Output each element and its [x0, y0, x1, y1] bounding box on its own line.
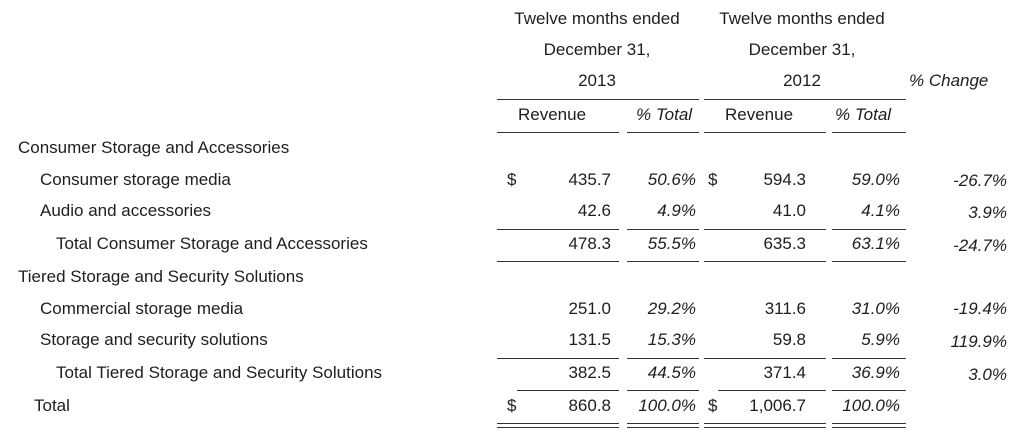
pct-change: -24.7% — [953, 236, 1007, 255]
pct-total-2013: 55.5% — [647, 234, 696, 253]
pct-total-2013: 29.2% — [647, 299, 696, 318]
double-underline — [704, 423, 826, 428]
revenue-2012: 635.3 — [763, 234, 806, 253]
grand-total-rule — [517, 390, 619, 391]
row-label: Tiered Storage and Security Solutions — [18, 267, 304, 286]
subtotal-rule — [704, 229, 826, 230]
header-underline-rev-2012 — [704, 132, 826, 133]
period-2013-year: 2013 — [578, 71, 616, 90]
pct-change: 119.9% — [950, 332, 1007, 351]
pct-total-header-2013: % Total — [636, 105, 693, 124]
header-underline-pct-2013 — [627, 132, 699, 133]
currency-symbol-2013: $ — [507, 396, 517, 415]
double-underline — [627, 423, 699, 428]
pct-total-2012: 59.0% — [851, 170, 900, 189]
revenue-2012: 41.0 — [772, 201, 806, 220]
double-underline — [832, 423, 906, 428]
subtotal-rule — [497, 358, 619, 359]
currency-symbol-2013: $ — [507, 170, 517, 189]
revenue-2013: 435.7 — [568, 170, 611, 189]
pct-change-header: % Change — [909, 71, 989, 90]
grand-total-rule — [718, 390, 826, 391]
period-2012-line2: December 31, — [748, 40, 856, 59]
total-rule — [497, 261, 619, 262]
revenue-2013: 382.5 — [568, 363, 611, 382]
pct-total-2012: 36.9% — [851, 363, 900, 382]
row-label: Consumer storage media — [40, 170, 231, 189]
row-label: Total Consumer Storage and Accessories — [56, 234, 368, 253]
pct-total-2013: 44.5% — [647, 363, 696, 382]
grand-total-rule — [627, 390, 699, 391]
header-underline-pct-2012 — [832, 132, 906, 133]
period-2013-line1: Twelve months ended — [514, 9, 680, 28]
pct-total-header-2012: % Total — [835, 105, 892, 124]
revenue-2012: 1,006.7 — [749, 396, 806, 415]
revenue-2012: 371.4 — [763, 363, 806, 382]
revenue-2013: 478.3 — [568, 234, 611, 253]
pct-total-2013: 15.3% — [647, 330, 696, 349]
pct-total-2012: 4.1% — [861, 201, 900, 220]
header-rule-2012 — [704, 99, 906, 100]
double-underline — [497, 423, 619, 428]
currency-symbol-2012: $ — [708, 396, 718, 415]
pct-change: -26.7% — [953, 171, 1007, 190]
row-label: Audio and accessories — [40, 201, 212, 220]
pct-total-2013: 4.9% — [657, 201, 696, 220]
revenue-2012: 311.6 — [764, 299, 806, 318]
subtotal-rule — [704, 358, 826, 359]
row-label: Consumer Storage and Accessories — [18, 138, 290, 157]
revenue-2013: 251.0 — [568, 299, 611, 318]
header-rule-2013 — [497, 99, 699, 100]
total-rule — [704, 261, 826, 262]
revenue-header-2012: Revenue — [724, 105, 794, 124]
period-2013-line2: December 31, — [543, 40, 651, 59]
period-2012-year: 2012 — [783, 71, 821, 90]
pct-total-2012: 100.0% — [842, 396, 900, 415]
subtotal-rule — [832, 358, 906, 359]
revenue-header-2013: Revenue — [517, 105, 587, 124]
revenue-2013: 42.6 — [577, 201, 611, 220]
subtotal-rule — [497, 229, 619, 230]
pct-total-2012: 63.1% — [851, 234, 900, 253]
pct-total-2013: 50.6% — [647, 170, 696, 189]
currency-symbol-2012: $ — [708, 170, 718, 189]
period-2012-line1: Twelve months ended — [719, 9, 885, 28]
header-underline-rev-2013 — [497, 132, 619, 133]
revenue-2012: 59.8 — [772, 330, 806, 349]
pct-total-2012: 31.0% — [851, 299, 900, 318]
pct-change: 3.0% — [968, 365, 1007, 384]
subtotal-rule — [627, 229, 699, 230]
total-rule — [832, 261, 906, 262]
pct-change: 3.9% — [968, 203, 1007, 222]
pct-total-2013: 100.0% — [638, 396, 696, 415]
grand-total-rule — [832, 390, 906, 391]
revenue-2012: 594.3 — [763, 170, 806, 189]
row-label: Total — [34, 396, 70, 415]
total-rule — [627, 261, 699, 262]
row-label: Commercial storage media — [40, 299, 244, 318]
subtotal-rule — [832, 229, 906, 230]
subtotal-rule — [627, 358, 699, 359]
row-label: Storage and security solutions — [40, 330, 268, 349]
row-label: Total Tiered Storage and Security Soluti… — [56, 363, 383, 382]
pct-total-2012: 5.9% — [861, 330, 900, 349]
pct-change: -19.4% — [953, 299, 1007, 318]
revenue-2013: 860.8 — [568, 396, 611, 415]
revenue-2013: 131.5 — [568, 330, 611, 349]
